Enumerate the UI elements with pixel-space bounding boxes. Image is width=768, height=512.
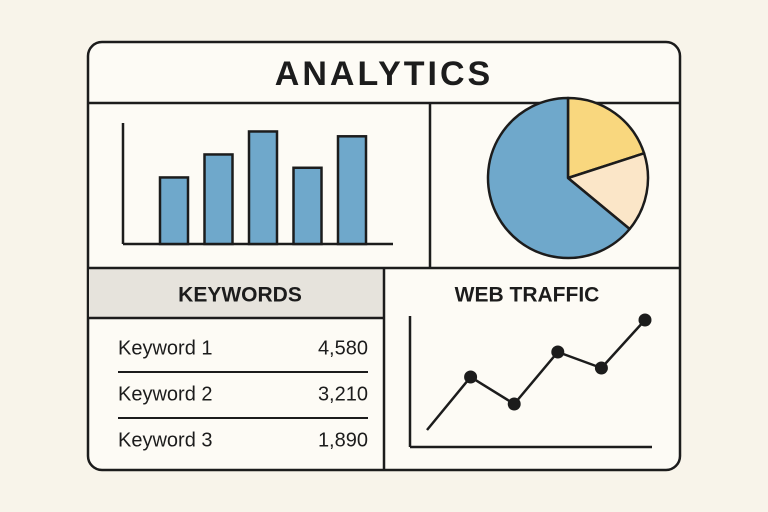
bar [336,135,368,246]
bar [158,176,190,246]
bar [203,153,234,246]
keyword-value: 4,580 [318,337,368,359]
traffic-point [638,313,652,327]
row-separators [118,371,368,419]
traffic-title: WEB TRAFFIC [455,284,600,307]
traffic-point [594,361,608,375]
keyword-value: 3,210 [318,383,368,405]
bar [247,130,279,246]
title: ANALYTICS [275,55,493,93]
keyword-name: Keyword 1 [118,337,213,359]
pie-slice [486,96,631,260]
keyword-name: Keyword 2 [118,383,213,405]
traffic-point [464,370,478,384]
keyword-name: Keyword 3 [118,429,213,451]
traffic-point [551,345,565,359]
keywords-header-band [89,269,384,318]
keywords-title: KEYWORDS [178,284,302,307]
traffic-point [507,397,521,411]
pie-slice [566,152,650,231]
keyword-value: 1,890 [318,429,368,451]
pie-slice [566,96,646,180]
traffic-line [426,319,646,431]
bar [292,166,323,246]
